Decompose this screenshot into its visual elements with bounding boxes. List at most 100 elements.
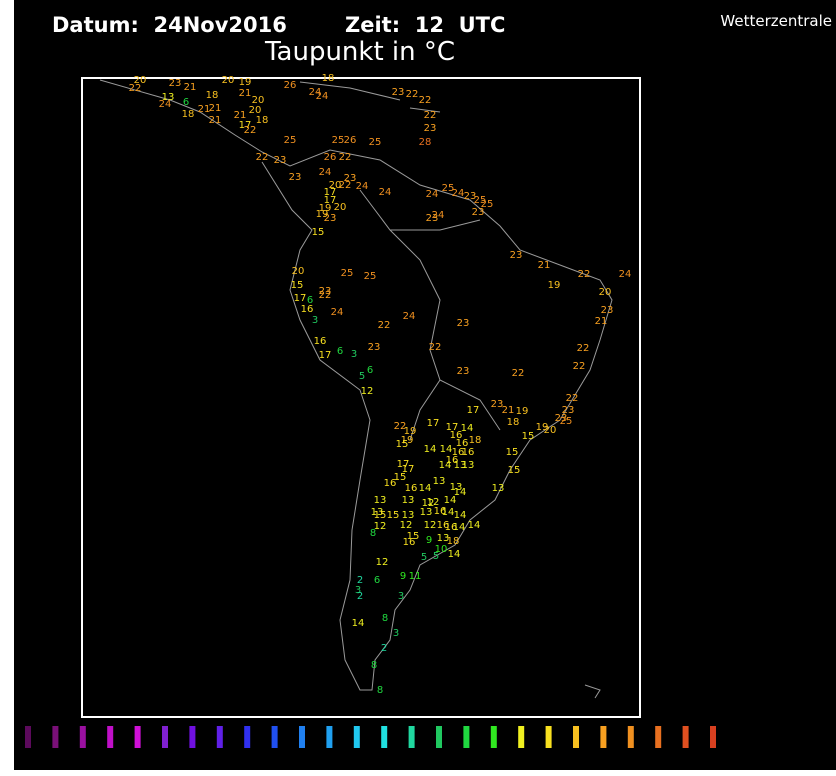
station-value: 9 <box>426 535 432 546</box>
station-value: 26 <box>284 80 297 91</box>
station-value: 21 <box>184 82 197 93</box>
station-value: 15 <box>506 447 519 458</box>
station-value: 24 <box>432 210 445 221</box>
station-value: 2 <box>357 591 363 602</box>
station-value: 22 <box>378 320 391 331</box>
legend-label: -33 <box>103 755 118 765</box>
station-value: 18 <box>182 109 195 120</box>
station-value: 22 <box>129 83 142 94</box>
station-value: 6 <box>374 575 380 586</box>
station-value: 19 <box>548 280 561 291</box>
station-value: 22 <box>394 421 407 432</box>
station-value: 15 <box>387 510 400 521</box>
legend-label: -30 <box>130 755 145 765</box>
station-value: 19 <box>319 203 332 214</box>
station-value: 16 <box>434 506 447 517</box>
station-value: 22 <box>339 152 352 163</box>
station-value: 13 <box>402 510 415 521</box>
station-value: 20 <box>292 266 305 277</box>
station-value: 22 <box>319 290 332 301</box>
station-value: 16 <box>314 336 327 347</box>
legend-swatch <box>381 726 388 748</box>
station-value: 23 <box>457 366 470 377</box>
station-value: 23 <box>169 78 182 89</box>
map-frame <box>81 77 641 718</box>
station-value: 23 <box>472 207 485 218</box>
station-value: 20 <box>599 287 612 298</box>
station-value: 22 <box>578 269 591 280</box>
station-value: 17 <box>427 418 440 429</box>
station-value: 19 <box>401 435 414 446</box>
legend-swatch <box>79 726 86 748</box>
legend-swatch <box>326 726 333 748</box>
station-value: 23 <box>324 213 337 224</box>
station-value: 3 <box>355 585 361 596</box>
station-value: 13 <box>402 495 415 506</box>
station-value: 16 <box>384 478 397 489</box>
station-value: 13 <box>462 460 475 471</box>
legend-label: -18 <box>240 755 255 765</box>
station-value: 18 <box>507 417 520 428</box>
station-value: 13 <box>492 483 505 494</box>
legend-swatch <box>353 726 360 748</box>
station-value: 17 <box>397 459 410 470</box>
station-value: 3 <box>351 349 357 360</box>
station-value: 12 <box>361 386 374 397</box>
station-value: 6 <box>307 295 313 306</box>
station-value: 25 <box>369 137 382 148</box>
legend-swatch <box>162 726 168 748</box>
legend-swatch <box>408 726 415 748</box>
legend-swatch <box>600 726 607 748</box>
station-value: 28 <box>419 137 432 148</box>
legend-swatch <box>271 726 278 748</box>
station-value: 20 <box>544 425 557 436</box>
station-value: 21 <box>209 115 222 126</box>
station-value: 12 <box>374 521 387 532</box>
station-value: 18 <box>447 536 460 547</box>
station-value: 15 <box>396 439 409 450</box>
station-value: 22 <box>419 95 432 106</box>
station-value: 20 <box>334 202 347 213</box>
legend-label: -9 <box>325 755 334 765</box>
station-value: 16 <box>456 438 469 449</box>
station-value: 14 <box>440 444 453 455</box>
station-value: 23 <box>392 87 405 98</box>
station-value: 25 <box>442 183 455 194</box>
station-value: 16 <box>405 483 418 494</box>
station-value: 9 <box>400 571 406 582</box>
station-value: 17 <box>467 405 480 416</box>
legend-swatch <box>490 726 497 748</box>
station-value: 14 <box>424 444 437 455</box>
station-value: 8 <box>370 528 376 539</box>
station-value: 17 <box>294 293 307 304</box>
legend-swatch <box>682 726 689 748</box>
station-value: 20 <box>134 75 147 86</box>
legend-swatch <box>436 726 442 748</box>
station-value: 21 <box>198 104 211 115</box>
station-value: 13 <box>454 460 467 471</box>
station-value: 22 <box>424 110 437 121</box>
legend-swatch <box>463 726 470 748</box>
station-value: 22 <box>406 89 419 100</box>
legend-label: 24 <box>625 755 637 765</box>
station-value: 5 <box>421 552 427 563</box>
legend-label: 18 <box>570 755 582 765</box>
station-value: 14 <box>453 522 466 533</box>
station-value: 2 <box>357 575 363 586</box>
legend-swatch <box>627 726 634 748</box>
station-value: 19 <box>404 426 417 437</box>
date-label: Datum: 24Nov2016 <box>52 13 287 37</box>
legend-swatch <box>710 726 716 748</box>
station-value: 25 <box>560 416 573 427</box>
station-value: 15 <box>522 431 535 442</box>
station-value: 16 <box>445 522 458 533</box>
station-value: 24 <box>356 181 369 192</box>
station-value: 24 <box>309 87 322 98</box>
station-value: 17 <box>239 120 252 131</box>
station-value: 23 <box>510 250 523 261</box>
station-value: 18 <box>469 435 482 446</box>
station-value: 5 <box>359 371 365 382</box>
time-label: Zeit: 12 UTC <box>345 13 505 37</box>
station-value: 21 <box>209 103 222 114</box>
